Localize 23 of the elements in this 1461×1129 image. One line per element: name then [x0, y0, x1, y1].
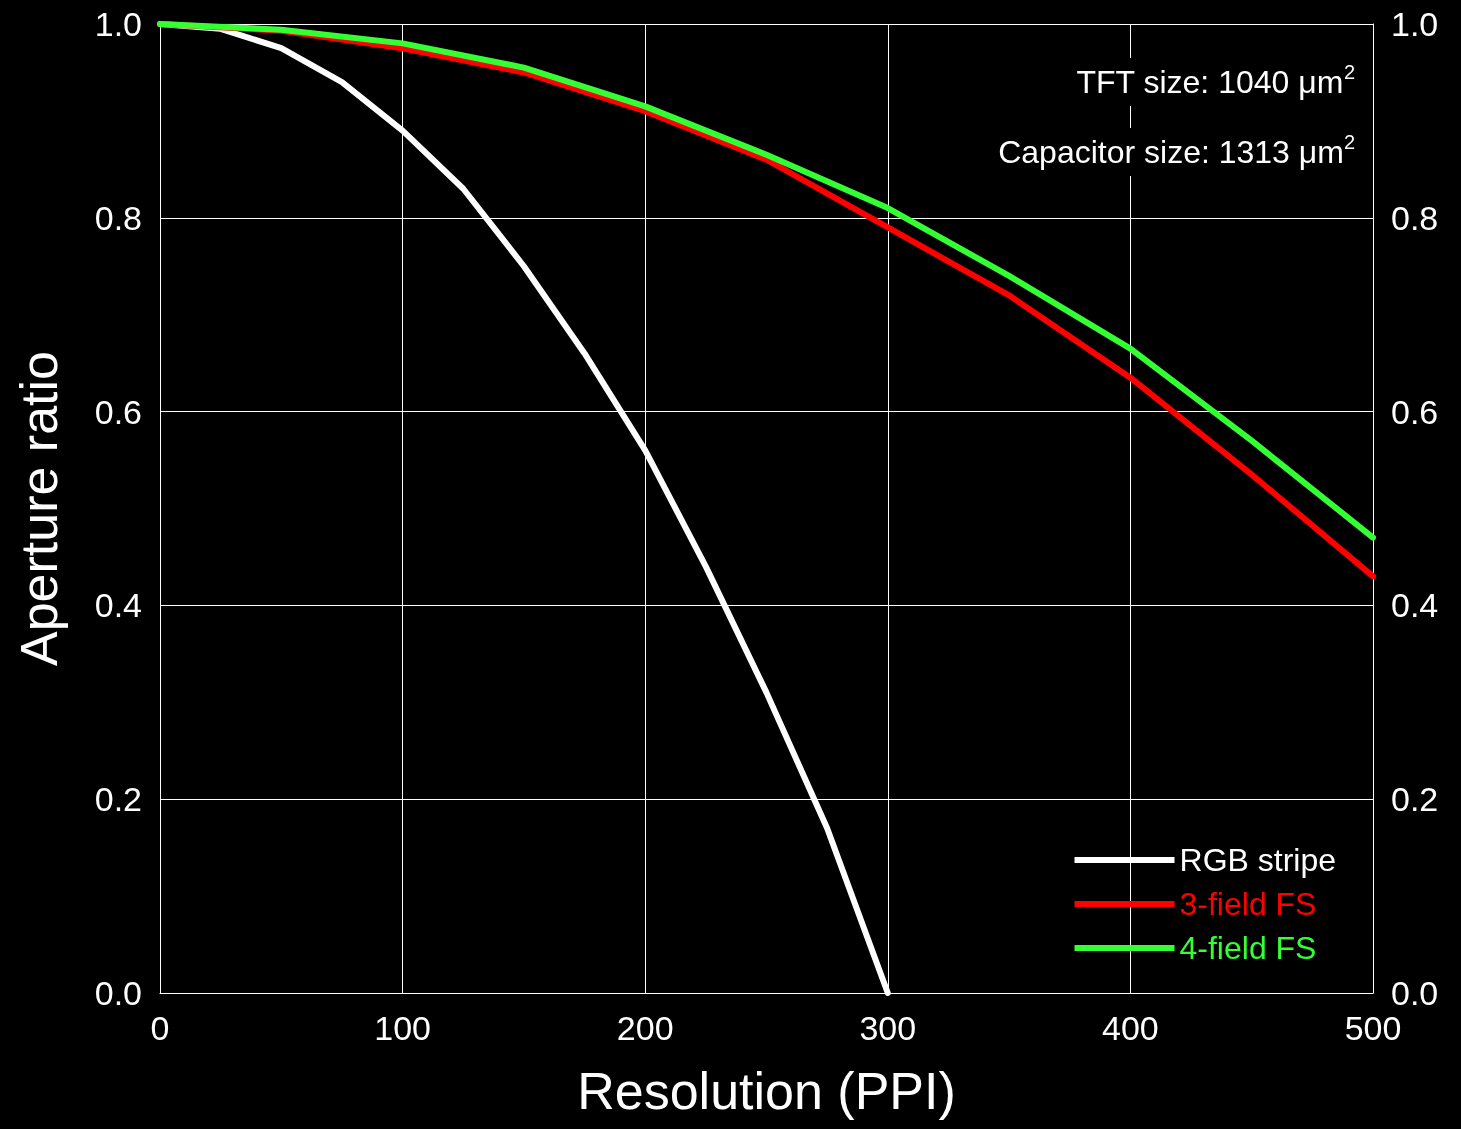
y2-tick-label: 0.4 — [1391, 586, 1439, 625]
x-tick-label: 400 — [1102, 1009, 1159, 1047]
x-axis-title: Resolution (PPI) — [577, 1062, 956, 1120]
y-tick-label: 0.4 — [94, 586, 142, 625]
y2-tick-label: 0.0 — [1391, 974, 1439, 1012]
x-tick-label: 0 — [150, 1009, 170, 1047]
y2-tick-label: 0.8 — [1391, 198, 1439, 237]
y-tick-label: 0.0 — [94, 974, 142, 1012]
y-tick-label: 1.0 — [94, 5, 142, 43]
y-tick-label: 0.2 — [94, 780, 142, 819]
y-tick-label: 0.6 — [94, 392, 142, 431]
x-tick-label: 300 — [859, 1009, 917, 1047]
y-tick-label: 0.8 — [94, 198, 142, 237]
x-tick-label: 500 — [1344, 1009, 1402, 1047]
y2-tick-label: 0.2 — [1391, 780, 1439, 819]
x-tick-label: 100 — [374, 1009, 431, 1047]
legend-label: RGB stripe — [1179, 842, 1336, 878]
x-tick-label: 200 — [616, 1009, 674, 1047]
y2-tick-label: 0.6 — [1391, 392, 1439, 431]
y-axis-title: Aperture ratio — [10, 350, 68, 667]
legend-label: 4-field FS — [1179, 930, 1317, 966]
legend-label: 3-field FS — [1179, 886, 1317, 922]
y2-tick-label: 1.0 — [1391, 5, 1439, 43]
